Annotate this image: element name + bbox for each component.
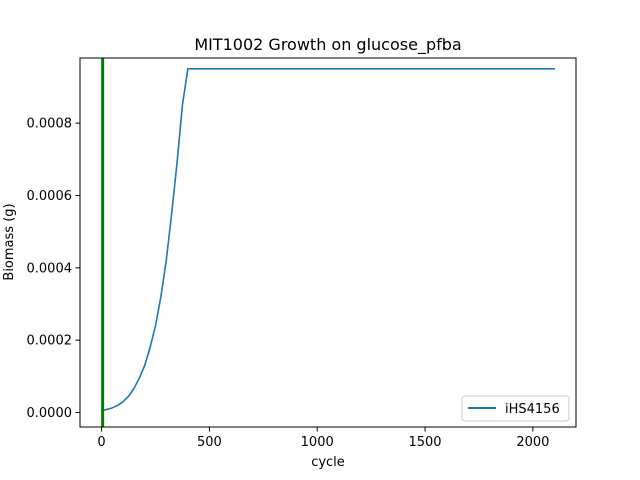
y-tick-label: 0.0002 bbox=[27, 334, 73, 349]
x-axis-label: cycle bbox=[311, 455, 345, 470]
series-line-0 bbox=[100, 68, 556, 412]
x-tick-label: 0 bbox=[97, 435, 105, 450]
y-tick-label: 0.0004 bbox=[27, 261, 73, 276]
legend-box bbox=[461, 395, 570, 422]
y-tick-label: 0.0008 bbox=[27, 117, 73, 132]
y-axis-label: Biomass (g) bbox=[2, 203, 17, 280]
x-tick-label: 1000 bbox=[301, 435, 334, 450]
x-tick-label: 1500 bbox=[408, 435, 441, 450]
x-tick-label: 500 bbox=[197, 435, 222, 450]
x-tick-label: 2000 bbox=[516, 435, 549, 450]
y-tick-label: 0.0000 bbox=[27, 406, 73, 421]
x-axis: 0 500 1000 1500 2000 bbox=[97, 427, 549, 450]
y-tick-label: 0.0006 bbox=[27, 189, 73, 204]
legend: iHS4156 bbox=[461, 395, 570, 422]
plot-frame bbox=[79, 57, 577, 428]
plot-area bbox=[100, 58, 556, 427]
chart-title: MIT1002 Growth on glucose_pfba bbox=[194, 35, 461, 55]
y-axis: 0.0000 0.0002 0.0004 0.0006 0.0008 bbox=[27, 117, 80, 421]
legend-label: iHS4156 bbox=[505, 402, 560, 417]
